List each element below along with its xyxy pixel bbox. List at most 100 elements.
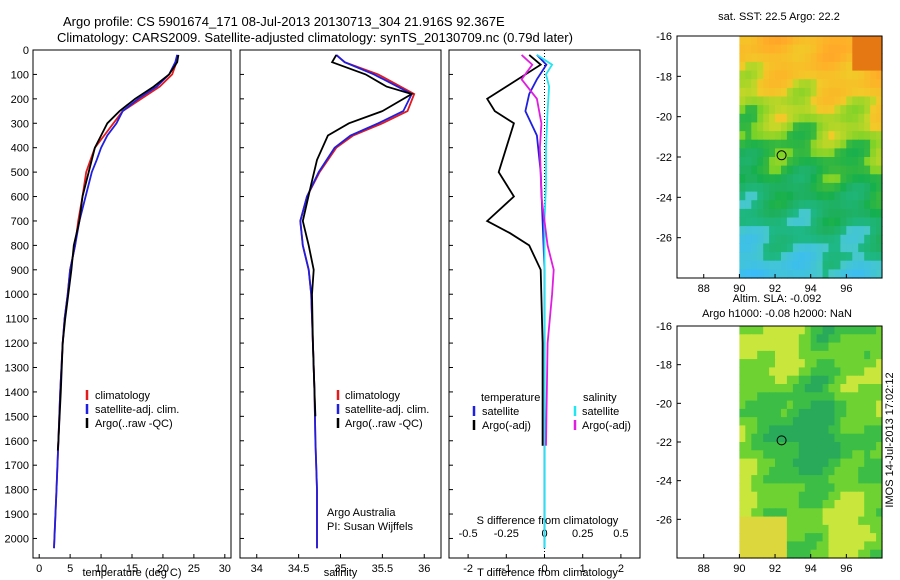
- sla-map-cell: [858, 442, 865, 451]
- sla-map-cell: [769, 450, 776, 460]
- sla-map-cell: [864, 549, 871, 559]
- sst-map-cell: [828, 44, 835, 54]
- sst-map-cell: [763, 131, 770, 141]
- salinity-series-2: [301, 54, 414, 417]
- sla-map-cell: [828, 334, 835, 344]
- sst-map-cell: [864, 96, 871, 106]
- sst-map-cell: [769, 148, 776, 158]
- sla-map-cell: [840, 417, 847, 426]
- sla-map-cell: [858, 500, 865, 509]
- sla-map-cell: [876, 367, 883, 377]
- sla-map-cell: [834, 549, 841, 559]
- sla-map-cell: [798, 508, 806, 518]
- sst-map-cell: [751, 44, 758, 54]
- sst-map-cell: [864, 79, 871, 89]
- sst-map-cell: [828, 105, 835, 115]
- sla-map-cell: [781, 541, 788, 551]
- sst-map-cell: [870, 131, 877, 141]
- sst-map-cell: [769, 208, 776, 219]
- sst-map-cell: [763, 182, 770, 193]
- depth-ytick-label: 1900: [5, 509, 29, 521]
- sla-map-cell: [816, 433, 824, 443]
- sst-map-cell: [852, 174, 859, 184]
- sst-map-cell: [769, 243, 776, 253]
- sla-map-cell: [840, 475, 847, 484]
- sst-map-cell: [834, 70, 841, 80]
- sst-map-cell: [864, 131, 871, 141]
- sla-map-cell: [775, 516, 782, 526]
- sst-map-cell: [769, 182, 776, 193]
- sla-map-cell: [846, 334, 853, 344]
- sst-map-cell: [822, 70, 830, 80]
- sst-map-cell: [781, 208, 788, 219]
- sla-map-cell: [751, 350, 758, 360]
- sst-map-cell: [816, 61, 824, 72]
- sla-map-cell: [846, 400, 853, 410]
- sla-map-cell: [834, 400, 841, 410]
- sst-map-cell: [822, 174, 830, 184]
- sla-map-cell: [763, 375, 770, 385]
- sst-map-cell: [745, 217, 752, 227]
- sst-map-cell: [804, 226, 812, 236]
- sla-map-cell: [757, 400, 764, 410]
- sst-map-cell: [828, 157, 835, 167]
- sst-map-cell: [751, 252, 758, 262]
- sla-map-cell: [745, 541, 752, 551]
- sst-map-cell: [858, 260, 865, 270]
- sst-map-cell: [739, 191, 746, 201]
- sla-map-cell: [739, 433, 746, 443]
- sst-map-cell: [858, 157, 865, 167]
- sst-map-cell: [834, 165, 841, 175]
- sla-map-cell: [870, 433, 877, 443]
- sla-map-cell: [816, 367, 824, 377]
- sla-map-cell: [751, 392, 758, 402]
- sst-map-cell: [792, 269, 800, 279]
- sst-map-cell: [876, 79, 883, 89]
- sst-map-cell: [739, 174, 746, 184]
- sst-map-cell: [745, 70, 752, 80]
- sla-map-cell: [739, 375, 746, 385]
- sst-map-cell: [804, 217, 812, 227]
- sla-map-cell: [864, 417, 871, 426]
- temperature-panel: 0 5 10 15 20 25 300100200300400500600700800900…: [5, 45, 232, 579]
- sla-map-cell: [810, 541, 818, 551]
- sst-map-cell: [804, 191, 812, 201]
- sla-map-cell: [804, 450, 812, 460]
- sla-map-cell: [763, 425, 770, 435]
- sla-map-cell: [846, 491, 853, 501]
- sst-map-cell: [828, 208, 835, 219]
- sla-map-cell: [798, 425, 806, 435]
- sst-map-cell: [846, 234, 853, 244]
- sla-map-cell: [786, 367, 794, 377]
- sst-map-cell: [786, 87, 794, 98]
- sla-map-cell: [846, 475, 853, 484]
- sla-map-cell: [828, 442, 835, 451]
- sst-map-cell: [804, 174, 812, 184]
- sla-map-cell: [769, 541, 776, 551]
- sla-map-cell: [852, 359, 859, 368]
- sst-map-cell: [870, 79, 877, 89]
- sla-map-cell: [739, 334, 746, 344]
- sla-map-cell: [781, 491, 788, 501]
- sst-map-cell: [834, 157, 841, 167]
- sst-map-cell: [786, 174, 794, 184]
- sst-map-cell: [846, 70, 853, 80]
- sst-map-cell: [781, 139, 788, 149]
- sst-map-cell: [763, 61, 770, 72]
- sst-map-cell: [864, 61, 871, 72]
- sla-map-cell: [858, 541, 865, 551]
- depth-ytick-label: 500: [11, 167, 29, 179]
- sla-map-cell: [775, 417, 782, 426]
- sla-map-cell: [751, 384, 758, 393]
- sst-map-cell: [763, 44, 770, 54]
- sst-map-cell: [786, 122, 794, 132]
- temperature-xtick-label: 0: [36, 563, 42, 575]
- sst-map-xtick-label: 96: [840, 283, 852, 295]
- sla-map-cell: [775, 367, 782, 377]
- sst-map-ytick-label: -26: [656, 233, 672, 245]
- sla-map-cell: [739, 549, 746, 559]
- sst-map-cell: [798, 53, 806, 63]
- difference-top-tick-label: -0.5: [459, 528, 478, 540]
- sst-map-cell: [739, 182, 746, 193]
- sst-map-cell: [870, 157, 877, 167]
